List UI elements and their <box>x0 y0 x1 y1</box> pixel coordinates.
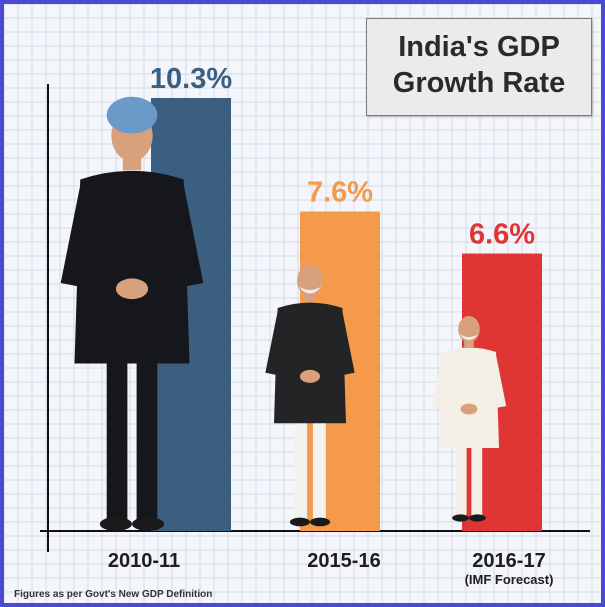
chart-title-box: India's GDP Growth Rate <box>366 18 592 116</box>
person-illustration <box>431 316 507 522</box>
data-label-2015-16: 7.6% <box>307 177 373 209</box>
x-tick-note-2016-17: (IMF Forecast) <box>465 572 554 587</box>
x-tick-label-2010-11: 2010-11 <box>108 550 180 572</box>
x-tick-label-2015-16: 2015-16 <box>307 550 380 572</box>
x-tick-label-2016-17: 2016-17 <box>472 550 545 572</box>
chart-frame: 10.3% 7.6% 6.6% 2010-11 2015-16 2016-17 (IMF … <box>4 4 601 603</box>
data-label-2016-17: 6.6% <box>469 219 535 251</box>
footnote: Figures as per Govt's New GDP Definition <box>14 589 213 600</box>
data-label-2010-11: 10.3% <box>150 63 232 95</box>
bar-chart: 10.3% 7.6% 6.6% 2010-11 2015-16 2016-17(IMF … <box>40 63 590 587</box>
chart-title-line-2: Growth Rate <box>392 67 566 99</box>
person-illustration <box>265 264 355 527</box>
person-illustration <box>60 96 204 531</box>
chart-title-line-1: India's GDP <box>398 31 560 63</box>
